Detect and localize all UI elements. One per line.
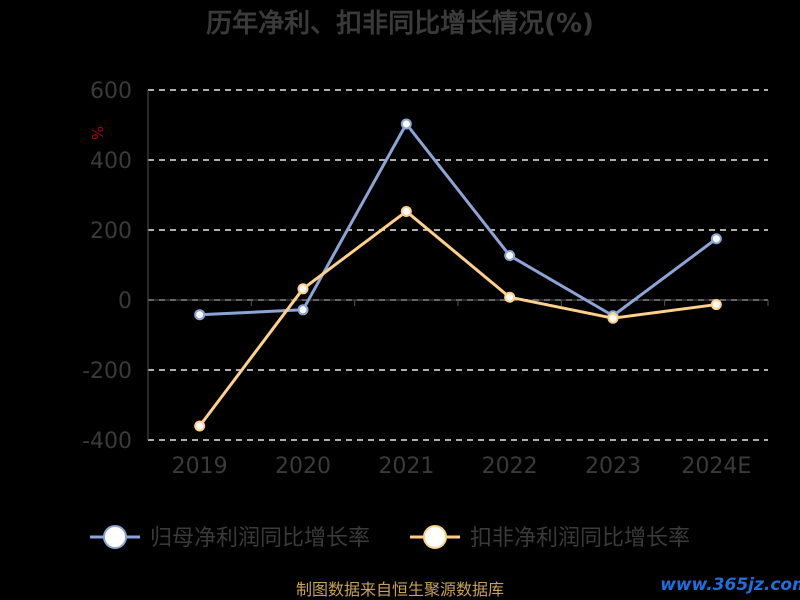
x-tick-label: 2024E: [681, 454, 751, 479]
series-0-point[interactable]: [710, 233, 722, 245]
series-1-point[interactable]: [607, 312, 619, 324]
source-caption: 制图数据来自恒生聚源数据库: [296, 580, 504, 599]
y-tick-label: 600: [90, 79, 132, 104]
axes: [147, 90, 769, 440]
series-line-1: [198, 209, 717, 427]
series-0-point[interactable]: [504, 250, 516, 262]
chart-title: 历年净利、扣非同比增长情况(%): [206, 8, 594, 39]
legend-marker-1[interactable]: [423, 525, 447, 549]
legend: 归母净利润同比增长率 扣非净利润同比增长率: [90, 525, 690, 551]
y-tick-label: 200: [90, 219, 132, 244]
y-tick-label: 400: [90, 149, 132, 174]
legend-label-0[interactable]: 归母净利润同比增长率: [150, 526, 370, 551]
x-tick-labels: 2019 2020 2021 2022 2023 2024E: [172, 454, 752, 479]
y-axis-unit: %: [88, 126, 106, 140]
x-tick-label: 2019: [172, 454, 228, 479]
series-1-point[interactable]: [710, 299, 722, 311]
series: [194, 118, 722, 432]
series-1-point[interactable]: [400, 205, 412, 217]
series-0-point[interactable]: [297, 304, 309, 316]
x-tick-label: 2022: [482, 454, 538, 479]
series-0-point[interactable]: [400, 118, 412, 130]
series-1-point[interactable]: [504, 291, 516, 303]
series-1-point[interactable]: [297, 283, 309, 295]
watermark: www.365jz.com: [660, 575, 800, 595]
series-line-0: [199, 122, 718, 318]
legend-marker-0[interactable]: [103, 525, 127, 549]
y-tick-label: -200: [82, 359, 132, 384]
legend-label-1[interactable]: 扣非净利润同比增长率: [470, 526, 690, 551]
grid: [148, 89, 768, 441]
x-tick-label: 2023: [585, 454, 641, 479]
y-tick-labels: 600 400 200 0 -200 -400: [82, 79, 132, 454]
series-1-point[interactable]: [194, 420, 206, 432]
x-tick-label: 2020: [275, 454, 331, 479]
y-tick-label: 0: [118, 289, 132, 314]
series-0-point[interactable]: [194, 309, 206, 321]
x-tick-label: 2021: [378, 454, 434, 479]
y-tick-label: -400: [82, 429, 132, 454]
